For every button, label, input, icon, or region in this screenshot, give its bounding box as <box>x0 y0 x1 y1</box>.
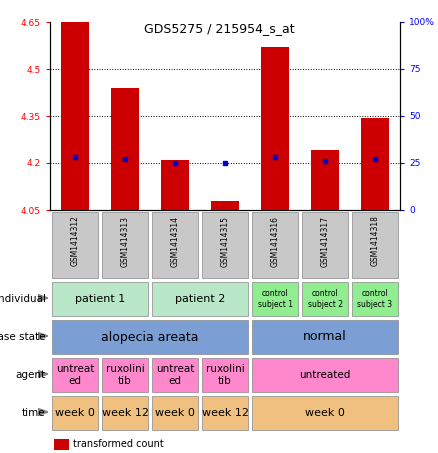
Text: week 0: week 0 <box>305 408 345 418</box>
FancyBboxPatch shape <box>252 357 398 392</box>
Text: agent: agent <box>15 370 46 380</box>
Text: control
subject 2: control subject 2 <box>307 289 343 308</box>
Text: week 12: week 12 <box>201 408 248 418</box>
Text: patient 2: patient 2 <box>175 294 225 304</box>
FancyBboxPatch shape <box>102 212 148 278</box>
Bar <box>261 47 289 210</box>
FancyBboxPatch shape <box>202 357 248 392</box>
FancyBboxPatch shape <box>352 281 398 317</box>
FancyBboxPatch shape <box>152 212 198 278</box>
Text: untreat
ed: untreat ed <box>56 364 94 386</box>
Text: GSM1414315: GSM1414315 <box>220 216 230 267</box>
Polygon shape <box>38 371 48 377</box>
FancyBboxPatch shape <box>52 357 98 392</box>
FancyBboxPatch shape <box>202 212 248 278</box>
Text: control
subject 1: control subject 1 <box>258 289 293 308</box>
Text: alopecia areata: alopecia areata <box>101 331 199 343</box>
Text: GSM1414313: GSM1414313 <box>120 216 130 267</box>
Text: patient 1: patient 1 <box>75 294 125 304</box>
Text: ruxolini
tib: ruxolini tib <box>106 364 145 386</box>
Text: GSM1414314: GSM1414314 <box>170 216 180 267</box>
FancyBboxPatch shape <box>152 281 248 317</box>
Text: GDS5275 / 215954_s_at: GDS5275 / 215954_s_at <box>144 22 294 35</box>
FancyBboxPatch shape <box>52 212 98 278</box>
Text: transformed count: transformed count <box>73 439 163 449</box>
Bar <box>111 88 139 210</box>
FancyBboxPatch shape <box>102 357 148 392</box>
FancyBboxPatch shape <box>52 395 98 430</box>
FancyBboxPatch shape <box>102 395 148 430</box>
Text: normal: normal <box>303 331 347 343</box>
Polygon shape <box>38 409 48 415</box>
FancyBboxPatch shape <box>252 395 398 430</box>
Bar <box>311 150 339 210</box>
Text: week 12: week 12 <box>102 408 148 418</box>
Bar <box>361 118 389 210</box>
FancyBboxPatch shape <box>52 319 248 355</box>
Text: control
subject 3: control subject 3 <box>357 289 392 308</box>
Text: disease state: disease state <box>0 332 46 342</box>
Text: ruxolini
tib: ruxolini tib <box>205 364 244 386</box>
FancyBboxPatch shape <box>252 212 298 278</box>
Text: time: time <box>22 408 46 418</box>
Polygon shape <box>38 333 48 339</box>
Text: GSM1414318: GSM1414318 <box>371 216 379 266</box>
FancyBboxPatch shape <box>352 212 398 278</box>
Text: individual: individual <box>0 294 46 304</box>
FancyBboxPatch shape <box>52 281 148 317</box>
Text: untreated: untreated <box>299 370 351 380</box>
FancyBboxPatch shape <box>202 395 248 430</box>
Bar <box>211 201 239 210</box>
FancyBboxPatch shape <box>152 395 198 430</box>
FancyBboxPatch shape <box>152 357 198 392</box>
Text: GSM1414312: GSM1414312 <box>71 216 80 266</box>
Text: untreat
ed: untreat ed <box>156 364 194 386</box>
Text: GSM1414317: GSM1414317 <box>321 216 329 267</box>
FancyBboxPatch shape <box>252 281 298 317</box>
FancyBboxPatch shape <box>302 212 348 278</box>
Polygon shape <box>38 294 48 302</box>
Text: week 0: week 0 <box>155 408 195 418</box>
FancyBboxPatch shape <box>252 319 398 355</box>
Text: week 0: week 0 <box>55 408 95 418</box>
Bar <box>61 22 89 210</box>
Bar <box>53 439 69 450</box>
FancyBboxPatch shape <box>302 281 348 317</box>
Bar <box>161 160 189 210</box>
Text: GSM1414316: GSM1414316 <box>271 216 279 267</box>
